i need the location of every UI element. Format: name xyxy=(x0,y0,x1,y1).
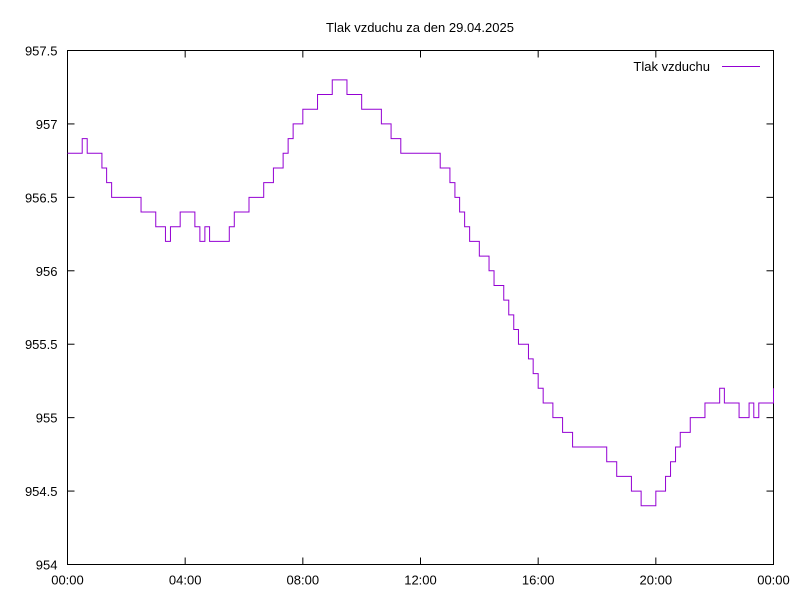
x-axis: 00:00 04:00 08:00 12:00 16:00 20:00 00:00 xyxy=(51,50,790,588)
y-tick-label: 957.5 xyxy=(25,44,58,59)
y-tick-label: 954 xyxy=(36,558,58,573)
series-group xyxy=(67,79,774,507)
y-tick-label: 955 xyxy=(36,411,58,426)
x-tick-label: 04:00 xyxy=(169,573,202,588)
chart-title: Tlak vzduchu za den 29.04.2025 xyxy=(326,20,514,35)
legend: Tlak vzduchu xyxy=(633,59,760,74)
y-tick-label: 954.5 xyxy=(25,484,58,499)
x-tick-label: 12:00 xyxy=(404,573,437,588)
legend-label: Tlak vzduchu xyxy=(633,59,710,74)
plot-frame xyxy=(67,50,774,565)
x-tick-label: 00:00 xyxy=(757,573,790,588)
y-tick-label: 955.5 xyxy=(25,337,58,352)
y-tick-label: 956 xyxy=(36,264,58,279)
y-tick-label: 956.5 xyxy=(25,190,58,205)
y-axis: 954 954.5 955 955.5 956 956.5 957 957.5 xyxy=(25,44,774,573)
x-tick-label: 00:00 xyxy=(51,573,84,588)
x-tick-label: 20:00 xyxy=(640,573,673,588)
x-tick-label: 08:00 xyxy=(287,573,320,588)
x-tick-label: 16:00 xyxy=(522,573,555,588)
series-line xyxy=(67,79,774,507)
y-tick-label: 957 xyxy=(36,117,58,132)
